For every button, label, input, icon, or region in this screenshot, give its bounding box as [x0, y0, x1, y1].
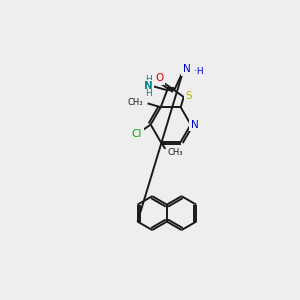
Text: N: N: [191, 119, 198, 130]
Text: N: N: [182, 64, 190, 74]
Text: O: O: [155, 73, 163, 83]
Text: ·H: ·H: [194, 67, 204, 76]
Text: H: H: [145, 75, 152, 84]
Text: S: S: [186, 91, 192, 101]
Text: Cl: Cl: [132, 129, 142, 139]
Text: CH₃: CH₃: [128, 98, 143, 107]
Text: CH₃: CH₃: [168, 148, 183, 157]
Text: H: H: [145, 89, 152, 98]
Text: N: N: [144, 81, 153, 91]
